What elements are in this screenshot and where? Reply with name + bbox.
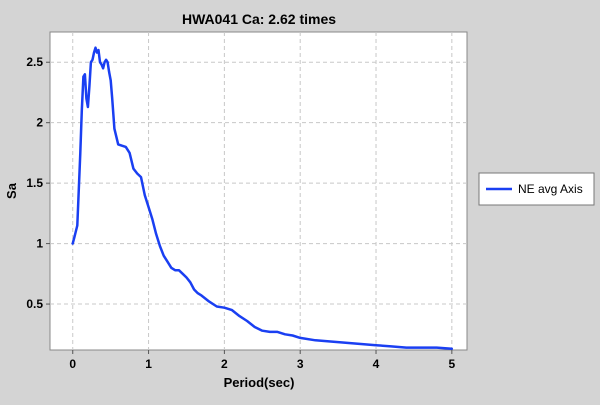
x-tick-label: 3 — [297, 357, 304, 371]
x-axis-label: Period(sec) — [224, 375, 295, 390]
chart-title: HWA041 Ca: 2.62 times — [182, 11, 336, 27]
series-lines — [71, 46, 454, 351]
legend: NE avg Axis — [478, 172, 595, 206]
y-axis-label: Sa — [4, 182, 19, 199]
series-line-0 — [71, 46, 454, 351]
x-tick-label: 5 — [448, 357, 455, 371]
x-tick-label: 4 — [373, 357, 380, 371]
legend-box — [478, 172, 595, 206]
legend-label: NE avg Axis — [518, 182, 583, 196]
x-tick-label: 0 — [69, 357, 76, 371]
x-tick-label: 1 — [145, 357, 152, 371]
y-tick-label: 0.5 — [26, 297, 43, 311]
axes — [46, 61, 453, 354]
y-tick-label: 1.5 — [26, 176, 43, 190]
tick-labels: 0 1 2 3 4 5 0.5 1 1.5 2 2.5 — [26, 55, 455, 371]
y-tick-label: 2 — [36, 116, 43, 130]
y-tick-label: 2.5 — [26, 55, 43, 69]
x-tick-label: 2 — [221, 357, 228, 371]
plot-area — [49, 31, 468, 351]
y-tick-label: 1 — [36, 237, 43, 251]
grid-lines — [50, 32, 467, 350]
